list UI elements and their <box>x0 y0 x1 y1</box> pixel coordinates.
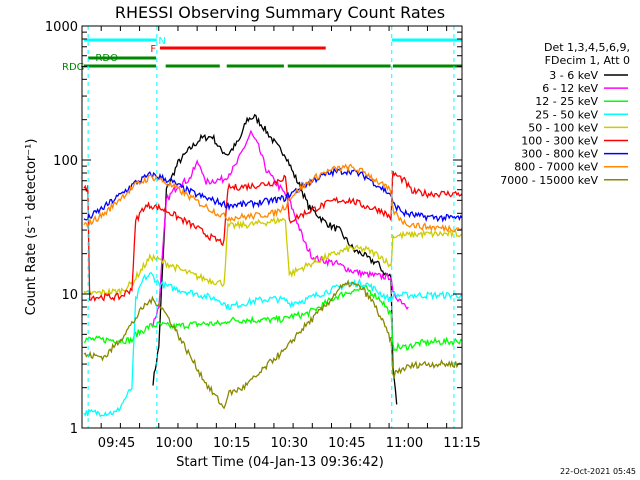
x-tick-label: 10:30 <box>271 436 308 451</box>
legend-label-3-6-kev: 3 - 6 keV <box>549 69 598 82</box>
state-label-rdo: RDO <box>95 53 118 64</box>
x-tick-label: 10:00 <box>155 436 192 451</box>
x-tick-label: 10:45 <box>328 436 365 451</box>
legend-header-line-2: FDecim 1, Att 0 <box>545 54 630 67</box>
footer-date: 22-Oct-2021 05:45 <box>560 467 636 476</box>
series-line-12-25-kev <box>83 284 463 352</box>
x-tick-label: 09:45 <box>98 436 135 451</box>
y-tick-label: 1000 <box>45 20 78 35</box>
y-axis: 1 10 100 1000 <box>45 20 462 437</box>
series-line-800-7000-kev <box>83 163 463 233</box>
legend-label-100-300-kev: 100 - 300 keV <box>521 135 598 148</box>
state-bars: NF RDO RDG <box>62 36 462 73</box>
series-line-50-100-kev <box>83 216 463 297</box>
series-line-100-300-kev <box>83 170 463 302</box>
plot-frame <box>81 25 463 429</box>
state-label-n: N <box>158 36 165 47</box>
x-tick-label: 11:00 <box>386 436 423 451</box>
chart-title: RHESSI Observing Summary Count Rates <box>115 3 445 22</box>
legend-label-800-7000-kev: 800 - 7000 keV <box>514 161 598 174</box>
series-group <box>83 113 463 418</box>
series-line-7000-15000-kev <box>83 279 463 410</box>
x-axis: 09:45 10:00 10:15 10:30 10:45 11:00 11:15 <box>98 26 481 451</box>
series-line-25-50-kev <box>83 272 463 418</box>
state-label-rdg: RDG <box>62 62 84 73</box>
state-label-f: F <box>150 44 156 55</box>
y-axis-label: Count Rate (s⁻¹ detector⁻¹) <box>24 139 39 316</box>
series-line-3-6-kev <box>152 113 398 405</box>
x-tick-label: 11:15 <box>443 436 480 451</box>
legend-label-12-25-kev: 12 - 25 keV <box>535 95 598 108</box>
x-axis-label: Start Time (04-Jan-13 09:36:42) <box>176 455 384 470</box>
y-tick-label: 100 <box>53 154 78 169</box>
legend-label-7000-15000-kev: 7000 - 15000 keV <box>500 174 598 187</box>
x-tick-label: 10:15 <box>213 436 250 451</box>
saa-lines <box>87 26 455 428</box>
y-tick-label: 10 <box>61 288 78 303</box>
series-line-6-12-kev <box>152 129 409 326</box>
legend-label-6-12-kev: 6 - 12 keV <box>542 82 598 95</box>
legend: Det 1,3,4,5,6,9, FDecim 1, Att 0 3 - 6 k… <box>500 41 630 187</box>
y-tick-label: 1 <box>70 422 78 437</box>
legend-label-25-50-kev: 25 - 50 keV <box>535 108 598 121</box>
legend-label-300-800-kev: 300 - 800 keV <box>521 148 598 161</box>
series-line-300-800-kev <box>83 166 463 223</box>
legend-header-line-1: Det 1,3,4,5,6,9, <box>544 41 630 54</box>
legend-label-50-100-kev: 50 - 100 keV <box>528 121 598 134</box>
